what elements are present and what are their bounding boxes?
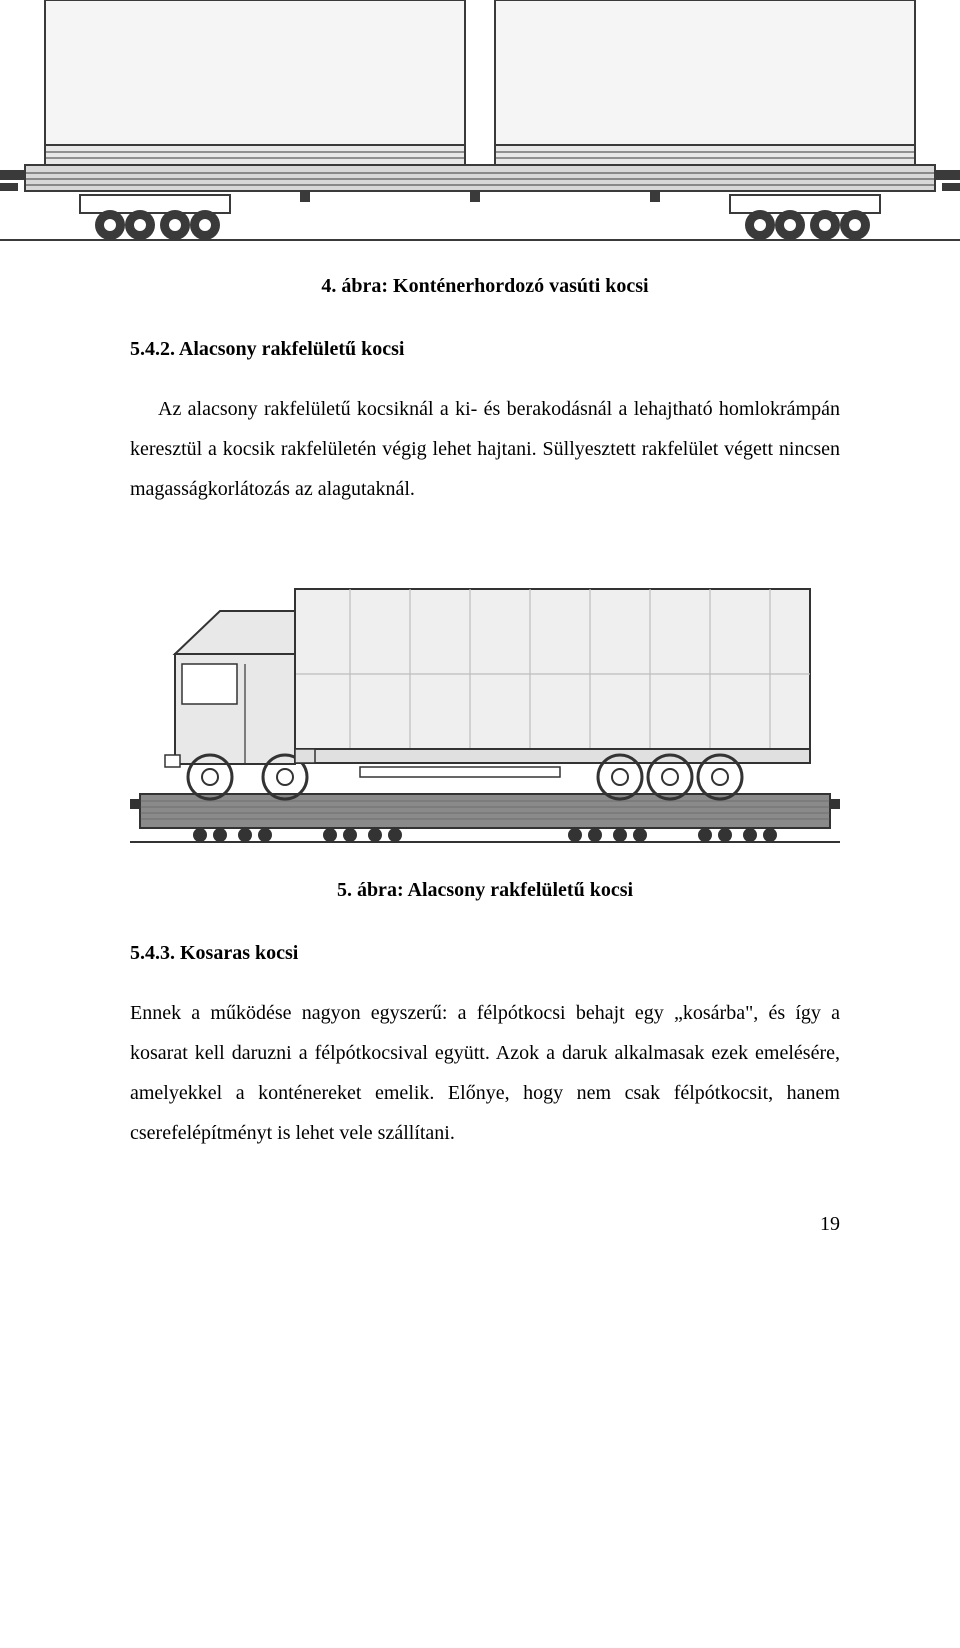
container-wagon-svg <box>0 0 960 245</box>
section-heading-542: 5.4.2. Alacsony rakfelületű kocsi <box>130 338 840 361</box>
section-heading-543: 5.4.3. Kosaras kocsi <box>130 942 840 965</box>
figure-1-caption: 4. ábra: Konténerhordozó vasúti kocsi <box>130 275 840 298</box>
figure-2-caption: 5. ábra: Alacsony rakfelületű kocsi <box>130 879 840 902</box>
section-543-paragraph: Ennek a működése nagyon egyszerű: a félp… <box>130 993 840 1153</box>
figure-container-wagon <box>0 0 960 245</box>
content-area: 4. ábra: Konténerhordozó vasúti kocsi 5.… <box>0 275 960 1153</box>
page: 4. ábra: Konténerhordozó vasúti kocsi 5.… <box>0 0 960 1276</box>
page-number: 19 <box>0 1213 960 1236</box>
figure-lowdeck-wagon <box>130 549 840 849</box>
section-542-paragraph: Az alacsony rakfelületű kocsiknál a ki- … <box>130 389 840 509</box>
lowdeck-wagon-svg <box>130 549 840 849</box>
